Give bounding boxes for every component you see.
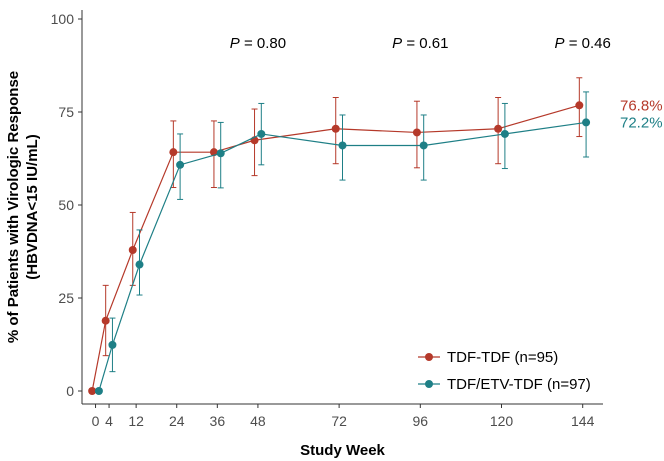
p-value-label: P = 0.61 [392,35,448,52]
data-point [128,246,137,255]
data-point [500,129,509,138]
x-tick-label: 24 [169,413,185,429]
y-axis-title-line1: % of Patients with Virologic Response [5,71,22,343]
y-tick-label: 100 [51,11,75,27]
data-point [338,141,347,150]
p-value-label: P = 0.46 [555,35,611,52]
annotation-layer: P = 0.80 P = 0.61 P = 0.46 [230,35,611,52]
p-value: = 0.61 [402,35,448,52]
x-tick-label: 36 [210,413,226,429]
data-point [101,316,110,325]
data-point [176,160,185,169]
series-0: 76.8% [88,77,663,395]
data-point [331,124,340,133]
x-tick-label: 12 [128,413,144,429]
y-tick-label: 50 [58,197,74,213]
p-value-label: P = 0.80 [230,35,286,52]
x-tick-label: 4 [105,413,113,429]
y-tick-label: 75 [58,104,74,120]
data-point [108,340,117,349]
series-end-label: 72.2% [620,114,663,131]
legend-marker [425,353,433,361]
data-point [135,260,144,269]
p-symbol: P [230,35,240,52]
x-tick-label: 96 [413,413,429,429]
legend-label: TDF-TDF (n=95) [447,349,558,366]
y-tick-label: 0 [66,383,74,399]
data-point [419,141,428,150]
series-layer: 76.8%72.2% [88,77,663,395]
data-point [582,118,591,127]
x-axis-title: Study Week [300,442,385,459]
data-point [169,148,178,157]
legend-label: TDF/ETV-TDF (n=97) [447,376,591,393]
data-point [216,149,225,158]
series-line [98,121,587,392]
y-axis-title-line2: (HBVDNA<15 IU/mL) [24,134,41,279]
data-point [88,387,97,395]
data-point [575,101,584,110]
p-value: = 0.80 [240,35,286,52]
p-symbol: P [392,35,402,52]
series-1: 72.2% [94,91,663,395]
data-point [257,129,266,138]
y-axis-title: % of Patients with Virologic Response (H… [5,71,41,343]
data-point [412,128,421,137]
x-tick-label: 120 [490,413,514,429]
x-tick-label: 72 [331,413,347,429]
p-value: = 0.46 [565,35,611,52]
data-point [94,387,103,395]
x-tick-label: 48 [250,413,266,429]
x-tick-label: 144 [571,413,595,429]
data-point [494,124,503,133]
p-symbol: P [555,35,565,52]
series-end-label: 76.8% [620,97,663,114]
x-tick-label: 0 [92,413,100,429]
legend-marker [425,380,433,388]
y-tick-label: 25 [58,290,74,306]
legend: TDF-TDF (n=95) TDF/ETV-TDF (n=97) [418,349,591,393]
